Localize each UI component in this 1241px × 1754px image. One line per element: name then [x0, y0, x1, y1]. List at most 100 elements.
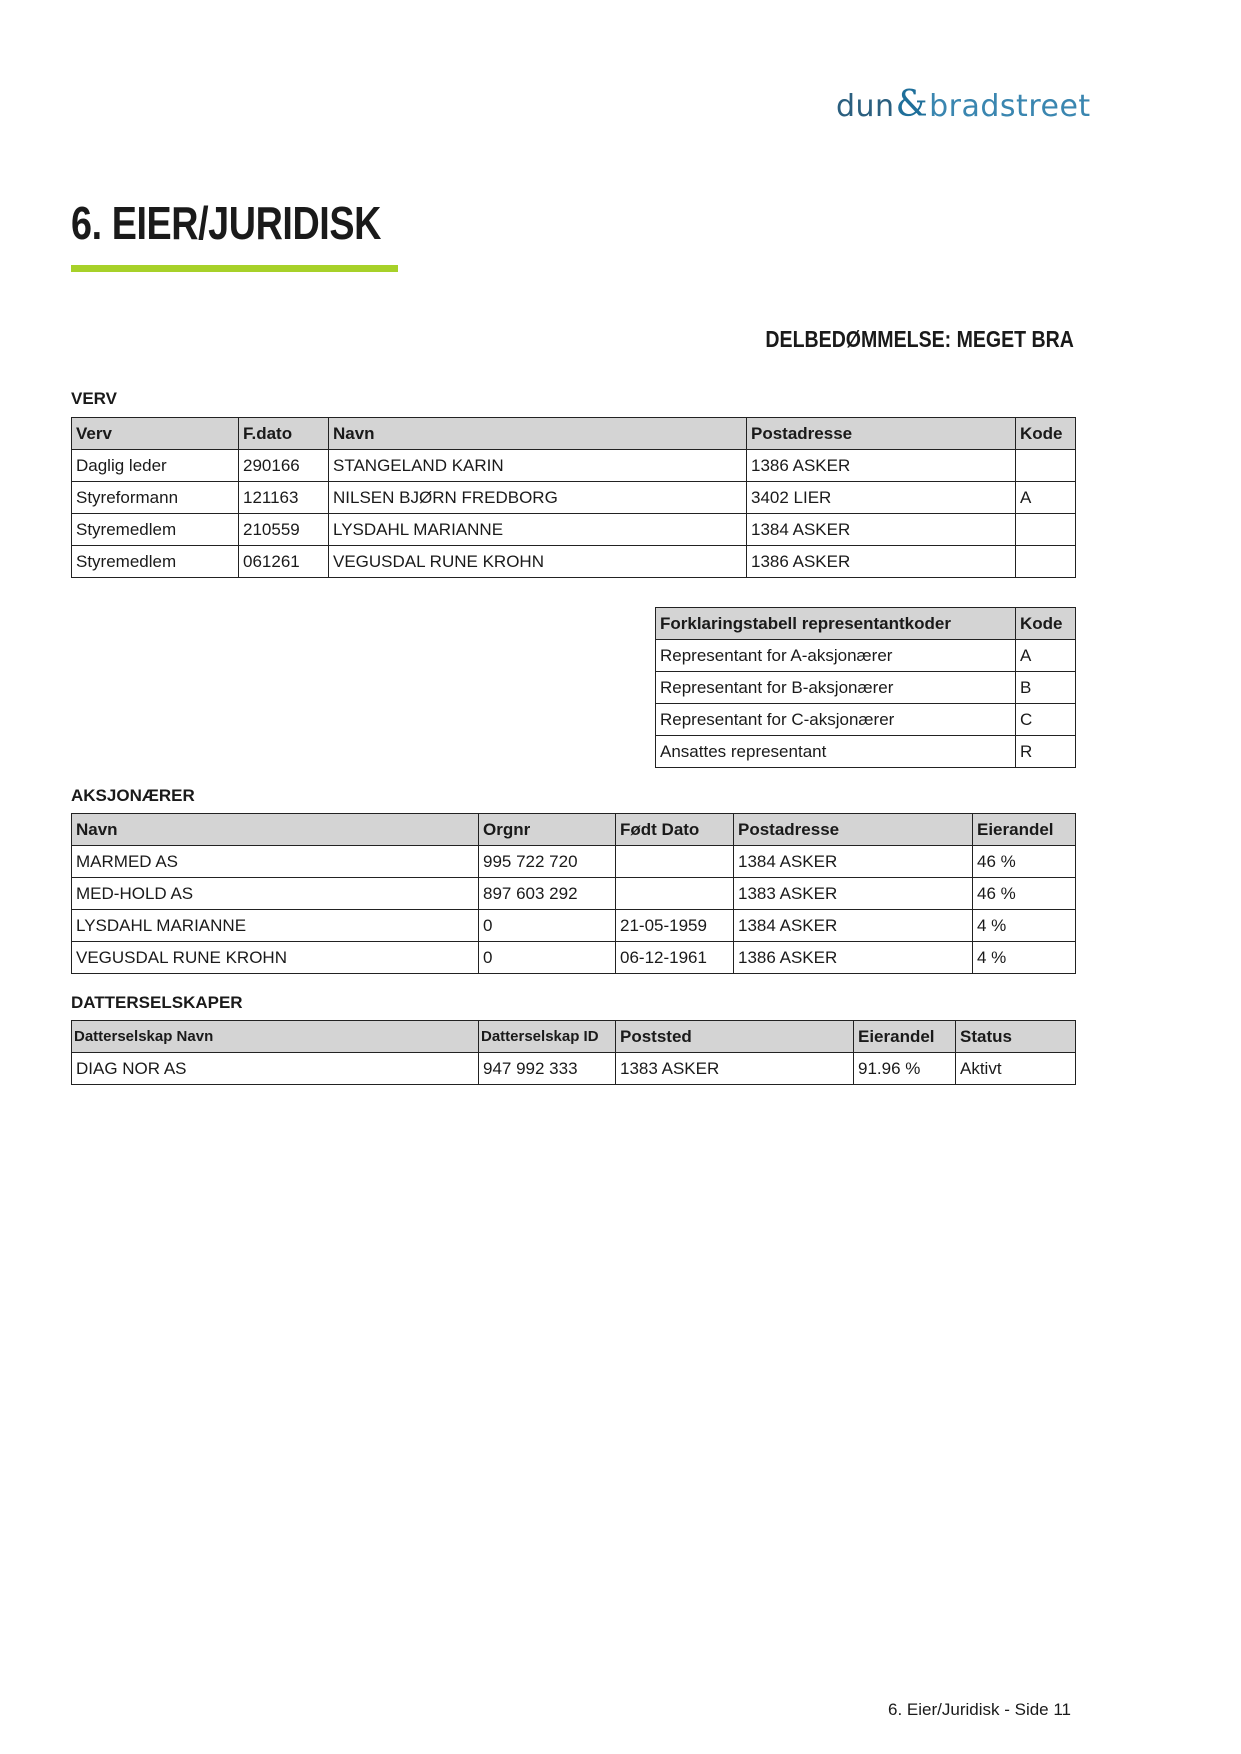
column-header: Datterselskap Navn — [71, 1020, 479, 1053]
table-cell: Styremedlem — [71, 513, 239, 546]
table-cell: 1383 ASKER — [733, 877, 973, 910]
header-row: Forklaringstabell representantkoder Kode — [655, 607, 1076, 640]
table-cell: Ansattes representant — [655, 735, 1016, 768]
column-header: Navn — [71, 813, 479, 846]
table-cell: 21-05-1959 — [615, 909, 734, 942]
table-cell: VEGUSDAL RUNE KROHN — [71, 941, 479, 974]
table-cell — [615, 845, 734, 878]
table-row: Styremedlem 210559 LYSDAHL MARIANNE 1384 AS… — [71, 513, 1076, 546]
rating-heading: DELBEDØMMELSE: MEGET BRA — [765, 326, 1074, 352]
column-header: Poststed — [615, 1020, 854, 1053]
table-row: Styremedlem 061261 VEGUSDAL RUNE KROHN 1386… — [71, 545, 1076, 578]
column-header: Verv — [71, 417, 239, 450]
table-row: Styreformann 121163 NILSEN BJØRN FREDBORG 3… — [71, 481, 1076, 514]
table-row: Representant for C-aksjonærer C — [655, 703, 1076, 736]
table-cell: 1384 ASKER — [733, 909, 973, 942]
table-cell: 947 992 333 — [478, 1052, 616, 1085]
table-cell: 290166 — [238, 449, 329, 482]
table-cell: A — [1015, 639, 1076, 672]
table-cell — [1015, 545, 1076, 578]
column-header: Datterselskap ID — [478, 1020, 616, 1053]
table-cell: 1386 ASKER — [733, 941, 973, 974]
page-footer: 6. Eier/Juridisk - Side 11 — [888, 1700, 1071, 1719]
column-header: Status — [955, 1020, 1076, 1053]
table-cell: LYSDAHL MARIANNE — [71, 909, 479, 942]
table-cell: Representant for A-aksjonærer — [655, 639, 1016, 672]
table-cell: 4 % — [972, 941, 1076, 974]
table-cell: 91.96 % — [853, 1052, 956, 1085]
table-cell: Representant for B-aksjonærer — [655, 671, 1016, 704]
table-cell — [615, 877, 734, 910]
table-row: MARMED AS 995 722 720 1384 ASKER 46 % — [71, 845, 1076, 878]
table-cell — [1015, 449, 1076, 482]
table-cell: Daglig leder — [71, 449, 239, 482]
table-cell: 0 — [478, 941, 616, 974]
header-row: Navn Orgnr Født Dato Postadresse Eierandel — [71, 813, 1076, 846]
table-cell: 061261 — [238, 545, 329, 578]
table-cell: 121163 — [238, 481, 329, 514]
table-row: DIAG NOR AS 947 992 333 1383 ASKER 91.96 % A… — [71, 1052, 1076, 1085]
section-aksjonaerer: AKSJONÆRER — [71, 786, 195, 805]
page-title: 6. EIER/JURIDISK — [71, 197, 381, 249]
column-header: Postadresse — [733, 813, 973, 846]
table-cell: 995 722 720 — [478, 845, 616, 878]
table-row: Representant for B-aksjonærer B — [655, 671, 1076, 704]
table-cell: STANGELAND KARIN — [328, 449, 747, 482]
section-verv: VERV — [71, 389, 117, 408]
datterselskaper-table: Datterselskap Navn Datterselskap ID Postst… — [71, 1020, 1076, 1085]
column-header: Eierandel — [853, 1020, 956, 1053]
table-row: Daglig leder 290166 STANGELAND KARIN 1386 A… — [71, 449, 1076, 482]
table-cell: 3402 LIER — [746, 481, 1016, 514]
table-row: LYSDAHL MARIANNE 0 21-05-1959 1384 ASKER 4 % — [71, 909, 1076, 942]
table-cell: A — [1015, 481, 1076, 514]
header-row: Datterselskap Navn Datterselskap ID Postst… — [71, 1020, 1076, 1053]
table-cell: R — [1015, 735, 1076, 768]
table-cell: 06-12-1961 — [615, 941, 734, 974]
table-cell: 1384 ASKER — [746, 513, 1016, 546]
table-cell: 1384 ASKER — [733, 845, 973, 878]
table-cell: LYSDAHL MARIANNE — [328, 513, 747, 546]
table-cell: MED-HOLD AS — [71, 877, 479, 910]
table-cell: Representant for C-aksjonærer — [655, 703, 1016, 736]
table-cell: C — [1015, 703, 1076, 736]
column-header: Kode — [1015, 417, 1076, 450]
table-cell: 897 603 292 — [478, 877, 616, 910]
table-cell: 46 % — [972, 877, 1076, 910]
table-cell: B — [1015, 671, 1076, 704]
table-row: VEGUSDAL RUNE KROHN 0 06-12-1961 1386 ASKER… — [71, 941, 1076, 974]
table-row: MED-HOLD AS 897 603 292 1383 ASKER 46 % — [71, 877, 1076, 910]
table-cell — [1015, 513, 1076, 546]
table-cell: NILSEN BJØRN FREDBORG — [328, 481, 747, 514]
logo-ampersand: & — [895, 84, 929, 125]
table-cell: VEGUSDAL RUNE KROHN — [328, 545, 747, 578]
header-row: Verv F.dato Navn Postadresse Kode — [71, 417, 1076, 450]
column-header: Kode — [1015, 607, 1076, 640]
column-header: Navn — [328, 417, 747, 450]
table-cell: Aktivt — [955, 1052, 1076, 1085]
column-header: Postadresse — [746, 417, 1016, 450]
logo-text: dun — [836, 89, 895, 124]
table-cell: 4 % — [972, 909, 1076, 942]
table-cell: DIAG NOR AS — [71, 1052, 479, 1085]
forklaring-table: Forklaringstabell representantkoder Kode R… — [655, 607, 1076, 768]
table-cell: 210559 — [238, 513, 329, 546]
table-row: Ansattes representant R — [655, 735, 1076, 768]
table-row: Representant for A-aksjonærer A — [655, 639, 1076, 672]
column-header: Eierandel — [972, 813, 1076, 846]
title-underline — [71, 265, 398, 272]
dun-bradstreet-logo: dun&bradstreet — [836, 84, 1091, 125]
table-cell: Styremedlem — [71, 545, 239, 578]
table-cell: 1386 ASKER — [746, 545, 1016, 578]
logo-text: bradstreet — [929, 89, 1091, 124]
table-cell: 46 % — [972, 845, 1076, 878]
table-cell: MARMED AS — [71, 845, 479, 878]
section-datterselskaper: DATTERSELSKAPER — [71, 993, 243, 1012]
column-header: Forklaringstabell representantkoder — [655, 607, 1016, 640]
aksjonaerer-table: Navn Orgnr Født Dato Postadresse Eierandel MA… — [71, 813, 1076, 974]
column-header: F.dato — [238, 417, 329, 450]
table-cell: 0 — [478, 909, 616, 942]
table-cell: 1386 ASKER — [746, 449, 1016, 482]
table-cell: 1383 ASKER — [615, 1052, 854, 1085]
column-header: Født Dato — [615, 813, 734, 846]
verv-table: Verv F.dato Navn Postadresse Kode Daglig lede… — [71, 417, 1076, 578]
